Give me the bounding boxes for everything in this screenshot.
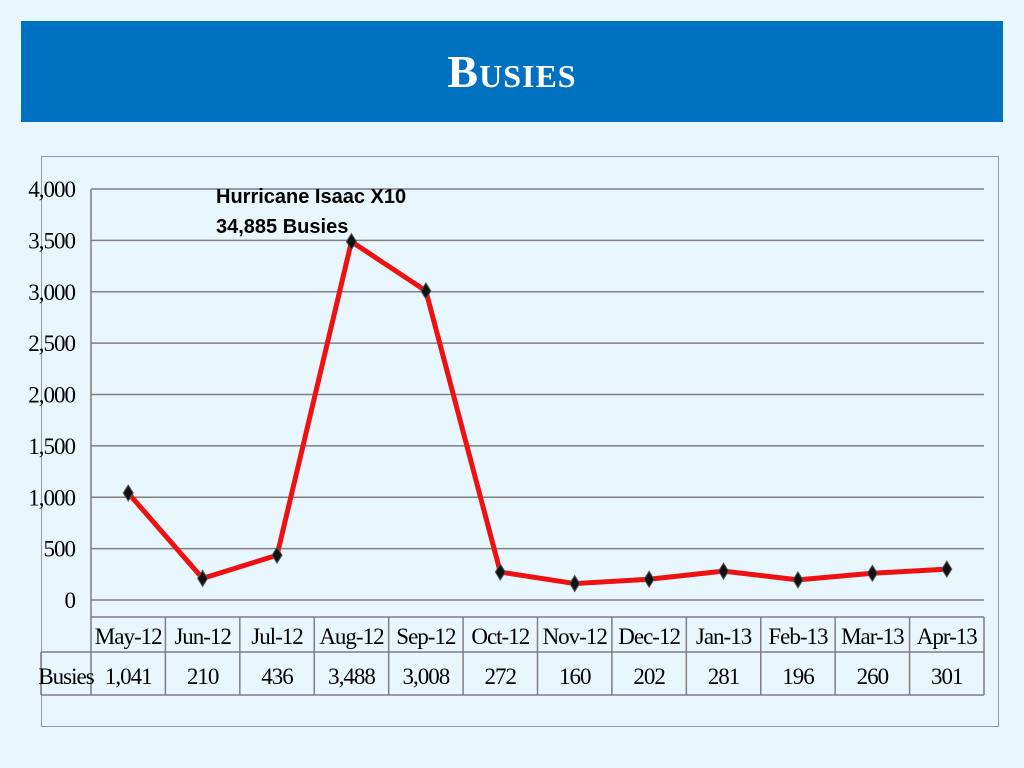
data-table-value: 3,488 [328, 664, 375, 689]
chart-frame [41, 156, 999, 727]
series-line-busies [125, 239, 950, 587]
y-tick-label: 0 [65, 588, 76, 613]
x-tick-label: Aug-12 [319, 624, 384, 649]
data-table-value: 196 [782, 664, 814, 689]
x-tick-label: Jun-12 [174, 624, 231, 649]
data-table-value: 301 [931, 664, 963, 689]
x-tick-label: Apr-13 [917, 624, 977, 649]
data-point-marker [271, 546, 283, 565]
x-tick-label: Jul-12 [251, 624, 303, 649]
data-table-value: 272 [485, 664, 517, 689]
y-tick-label: 3,000 [28, 280, 75, 305]
data-table: May-12 1,041 Jun-12 210 Jul-12 436 Aug-12 3,488… [38, 616, 985, 696]
data-table-value: 436 [261, 664, 293, 689]
title-bar: Busies [21, 21, 1003, 122]
y-tick-label: 2,000 [28, 383, 75, 408]
data-table-value: 210 [187, 664, 219, 689]
data-point-marker [494, 563, 506, 581]
data-table-value: 1,041 [105, 664, 152, 689]
data-table-value: 281 [708, 664, 740, 689]
x-tick-label: Dec-12 [618, 624, 680, 649]
data-point-marker [569, 574, 581, 593]
data-point-marker [792, 570, 804, 589]
data-point-marker [866, 564, 878, 583]
y-tick-label: 1,500 [28, 434, 75, 459]
annotation-line-2: 34,885 Busies [216, 216, 348, 238]
data-point-marker [941, 560, 953, 579]
data-table-value: 160 [559, 664, 591, 689]
series-markers [122, 232, 953, 593]
axes: 0 500 1,000 1,500 2,000 2,500 3,000 3,500 4,000 [28, 177, 984, 695]
data-point-marker [122, 484, 134, 502]
data-point-marker [420, 281, 432, 300]
y-tick-label: 3,500 [28, 228, 75, 253]
y-tick-label: 1,000 [28, 485, 75, 510]
x-tick-label: Feb-13 [768, 624, 828, 649]
data-point-marker [345, 232, 358, 251]
data-table-series-name: Busies [38, 664, 94, 689]
x-tick-label: Jan-13 [696, 624, 752, 649]
data-table-value: 202 [633, 664, 665, 689]
slide-title: Busies [447, 46, 577, 97]
series-line [125, 239, 950, 587]
x-tick-label: Mar-13 [841, 624, 904, 649]
annotation-line-1: Hurricane Isaac X10 [216, 186, 406, 208]
y-tick-label: 2,500 [28, 331, 75, 356]
data-table-value: 260 [857, 664, 889, 689]
x-tick-label: Nov-12 [543, 624, 608, 649]
x-tick-label: May-12 [95, 624, 162, 649]
data-table-value: 3,008 [403, 664, 450, 689]
y-tick-label: 500 [44, 537, 76, 562]
data-point-marker [643, 570, 655, 589]
x-tick-label: Oct-12 [471, 624, 529, 649]
data-point-marker [197, 569, 209, 588]
y-tick-label: 4,000 [28, 177, 75, 202]
x-tick-label: Sep-12 [396, 624, 456, 649]
gridlines [91, 188, 984, 550]
data-point-marker [717, 562, 730, 581]
